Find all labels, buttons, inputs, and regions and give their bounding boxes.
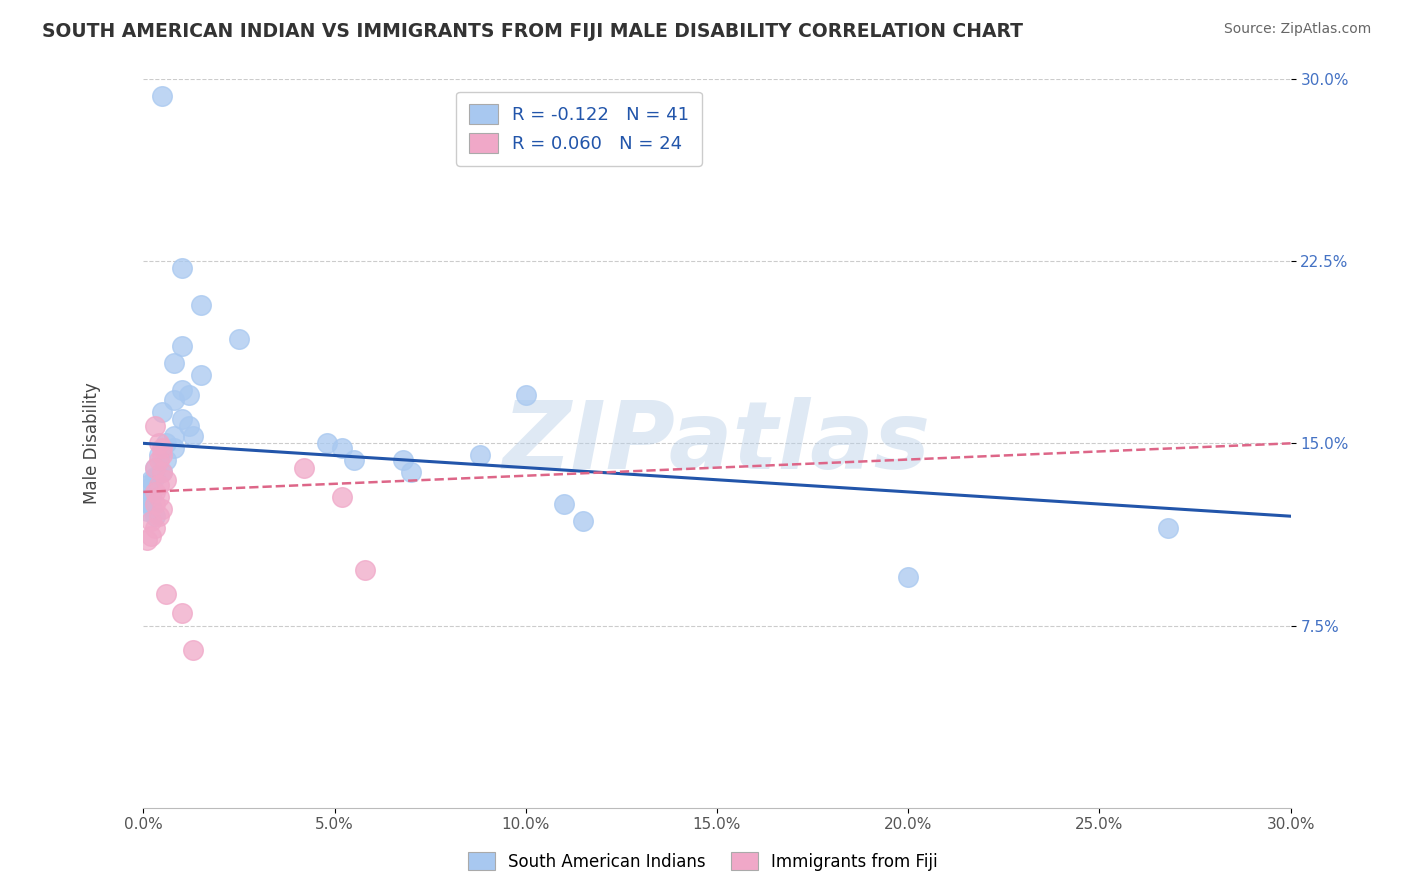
Point [155, 473, 177, 487]
Point [155, 453, 177, 467]
Point [143, 509, 166, 524]
Point [163, 392, 186, 407]
Point [228, 332, 250, 346]
Point [143, 419, 166, 434]
Point [392, 453, 415, 467]
Point [170, 261, 193, 276]
Point [148, 477, 170, 491]
Point [316, 436, 339, 450]
Point [572, 514, 595, 528]
Point [143, 460, 166, 475]
Point [190, 368, 212, 383]
Point [354, 563, 377, 577]
Point [139, 500, 162, 514]
Point [148, 490, 170, 504]
Point [155, 587, 177, 601]
Text: SOUTH AMERICAN INDIAN VS IMMIGRANTS FROM FIJI MALE DISABILITY CORRELATION CHART: SOUTH AMERICAN INDIAN VS IMMIGRANTS FROM… [42, 22, 1024, 41]
Point [148, 509, 170, 524]
Point [143, 521, 166, 535]
Point [343, 453, 366, 467]
Point [152, 89, 174, 103]
Point [152, 466, 174, 480]
Point [515, 388, 537, 402]
Point [155, 436, 177, 450]
Point [136, 504, 159, 518]
Point [170, 339, 193, 353]
Point [553, 497, 575, 511]
Point [897, 570, 920, 584]
Point [170, 607, 193, 621]
Point [136, 494, 159, 508]
Point [181, 429, 204, 443]
Text: Male Disability: Male Disability [83, 383, 101, 504]
Point [143, 460, 166, 475]
Point [136, 483, 159, 497]
Point [179, 388, 201, 402]
Text: Source: ZipAtlas.com: Source: ZipAtlas.com [1223, 22, 1371, 37]
Point [152, 405, 174, 419]
Point [163, 441, 186, 455]
Point [179, 419, 201, 434]
Point [136, 477, 159, 491]
Legend: R = -0.122   N = 41, R = 0.060   N = 24: R = -0.122 N = 41, R = 0.060 N = 24 [457, 92, 702, 166]
Point [152, 449, 174, 463]
Point [148, 449, 170, 463]
Point [163, 356, 186, 370]
Point [139, 490, 162, 504]
Point [143, 497, 166, 511]
Point [468, 449, 491, 463]
Point [139, 473, 162, 487]
Point [139, 514, 162, 528]
Point [330, 441, 353, 455]
Point [152, 441, 174, 455]
Point [143, 484, 166, 499]
Point [170, 383, 193, 397]
Point [163, 429, 186, 443]
Text: ZIPatlas: ZIPatlas [503, 397, 931, 490]
Point [399, 466, 422, 480]
Point [148, 436, 170, 450]
Point [1157, 521, 1180, 535]
Point [170, 412, 193, 426]
Point [181, 642, 204, 657]
Point [136, 533, 159, 548]
Point [190, 298, 212, 312]
Point [152, 466, 174, 480]
Point [330, 490, 353, 504]
Point [152, 502, 174, 516]
Legend: South American Indians, Immigrants from Fiji: South American Indians, Immigrants from … [460, 844, 946, 880]
Point [139, 528, 162, 542]
Point [143, 470, 166, 484]
Point [148, 453, 170, 467]
Point [292, 460, 315, 475]
